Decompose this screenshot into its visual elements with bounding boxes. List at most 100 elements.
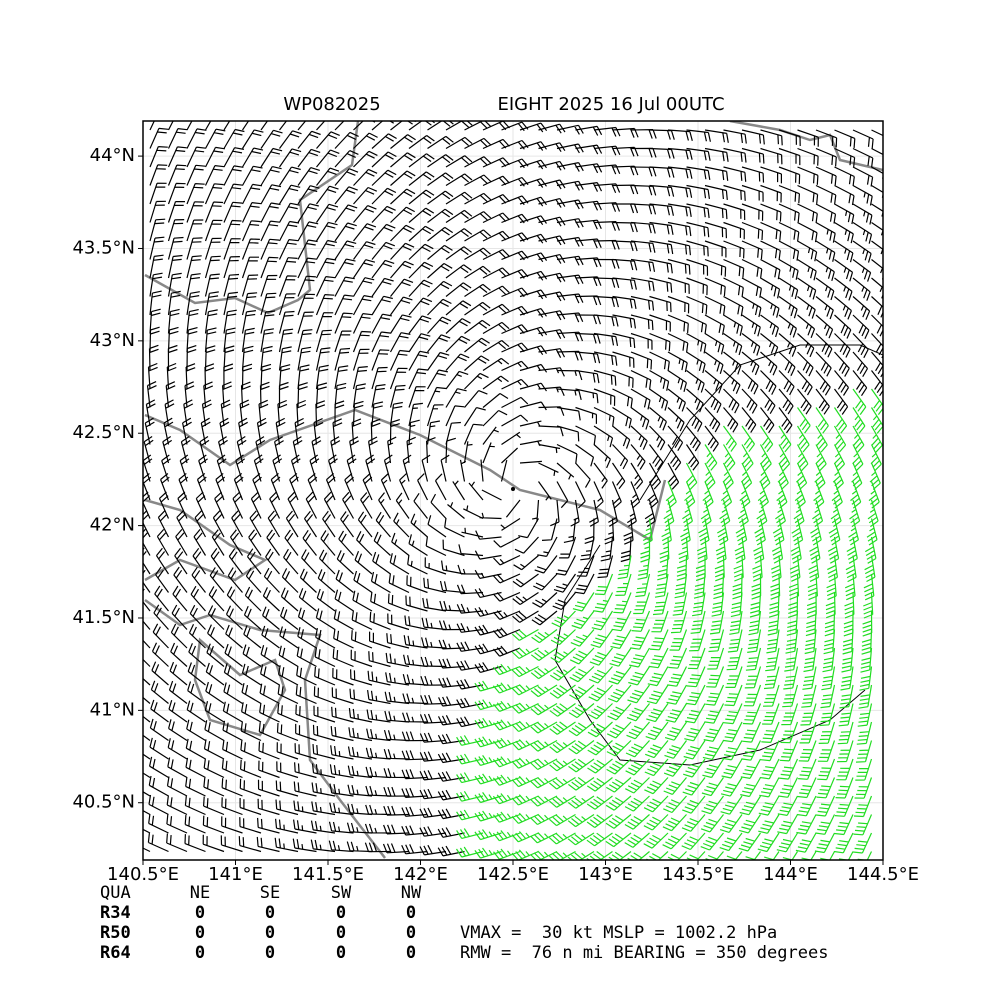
wind-barb (143, 658, 151, 667)
wind-barb (605, 795, 632, 811)
wind-barb (649, 388, 669, 411)
wind-barb (760, 295, 780, 318)
wind-barb (626, 499, 637, 527)
wind-barb (830, 499, 842, 527)
wind-barb (729, 610, 743, 635)
wind-barb (666, 684, 688, 705)
wind-barb (167, 254, 183, 279)
wind-barb (647, 481, 659, 509)
title: EIGHT 2025 16 Jul 00UTC (497, 94, 724, 115)
wind-barb (278, 239, 299, 260)
wind-barb (778, 777, 799, 798)
wind-barb (228, 548, 243, 575)
wind-barb (844, 592, 855, 619)
wind-barb (813, 481, 825, 509)
wind-barb (389, 367, 408, 390)
wind-barb (530, 684, 558, 698)
wind-barb (795, 832, 817, 853)
wind-barb (548, 832, 576, 845)
wind-barb (260, 238, 280, 260)
wind-barb (511, 849, 539, 860)
wind-barb (778, 203, 800, 223)
wind-barb (500, 459, 508, 482)
wind-barb (194, 510, 207, 538)
wind-barb (684, 481, 696, 509)
wind-barb (871, 203, 883, 217)
wind-barb (353, 259, 376, 279)
wind-barb (445, 136, 473, 150)
coastline (144, 408, 667, 542)
wind-barb (574, 481, 586, 509)
wind-barb (241, 327, 255, 353)
wind-barb (814, 832, 836, 854)
wind-barb (143, 639, 151, 649)
wind-barb (370, 571, 391, 594)
wind-barb (797, 240, 818, 262)
wind-barb (686, 314, 707, 334)
wind-barb (834, 203, 855, 225)
wind-barb (423, 577, 447, 594)
wind-barb (715, 536, 727, 564)
wind-barb (410, 513, 428, 538)
wind-barb (475, 530, 502, 540)
wind-barb (260, 664, 280, 686)
wind-barb (741, 740, 762, 761)
wind-barb (530, 776, 558, 789)
wind-barb (296, 646, 317, 668)
wind-barb (853, 795, 873, 818)
wind-barb (493, 610, 521, 620)
wind-barb (297, 185, 320, 205)
wind-barb (646, 684, 669, 705)
wind-barb (444, 517, 465, 538)
wind-barb (296, 665, 317, 686)
wind-barb (427, 280, 453, 297)
wind-barb (204, 720, 225, 742)
wind-barb (401, 731, 428, 742)
wind-barb (399, 473, 410, 501)
wind-barb (371, 223, 396, 242)
wind-barb (143, 528, 151, 556)
wind-barb (445, 282, 472, 297)
wind-barb (550, 647, 576, 663)
wind-barb (266, 529, 280, 556)
wind-barb (166, 776, 188, 797)
wind-barb (144, 417, 155, 445)
wind-barb (723, 184, 746, 201)
wind-barb (630, 481, 641, 509)
wind-barb (482, 303, 510, 316)
table-cell: R64 (100, 943, 131, 963)
wind-barb (218, 436, 228, 464)
wind-barb (704, 444, 718, 471)
wind-barb (464, 337, 490, 353)
wind-barb (223, 309, 237, 334)
wind-barb (474, 699, 502, 711)
wind-barb (223, 238, 241, 260)
wind-barb (148, 775, 169, 797)
wind-barb (275, 780, 299, 797)
wind-barb (437, 771, 465, 782)
wind-barb (482, 375, 509, 390)
wind-barb (438, 658, 465, 669)
wind-barb (612, 444, 629, 470)
wind-barb (593, 406, 615, 427)
wind-barb (167, 128, 188, 149)
wind-barb (723, 425, 737, 452)
wind-barb (723, 370, 741, 394)
wind-barb (815, 314, 834, 339)
wind-barb (445, 121, 473, 131)
wind-barb (172, 585, 188, 612)
wind-barb (225, 605, 243, 630)
wind-barb (549, 758, 576, 772)
wind-barb (167, 219, 185, 242)
wind-barb (649, 444, 664, 471)
wind-barb (760, 333, 779, 357)
wind-barb (852, 314, 870, 340)
wind-barb (600, 536, 614, 562)
wind-barb (456, 716, 484, 728)
table-header: NW (401, 883, 422, 903)
wind-barb (723, 203, 746, 221)
wind-barb (741, 407, 757, 433)
wind-barb (662, 832, 687, 850)
wind-barb (390, 152, 416, 168)
wind-barb (334, 330, 352, 353)
